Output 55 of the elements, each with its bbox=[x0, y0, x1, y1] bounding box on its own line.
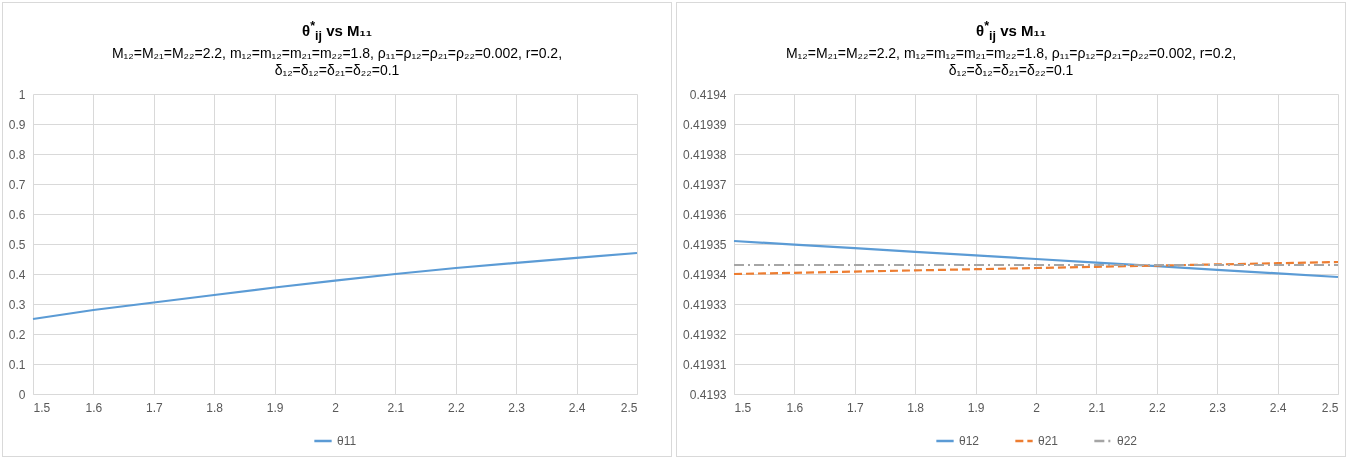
y-tick-label: 0.41935 bbox=[683, 237, 727, 252]
y-tick-label: 0.41937 bbox=[683, 177, 727, 192]
x-tick-label: 1.6 bbox=[85, 400, 103, 415]
y-tick-label: 0.41931 bbox=[683, 357, 727, 372]
legend-label: θ21 bbox=[1038, 434, 1059, 448]
y-tick-label: 0.41934 bbox=[683, 267, 727, 282]
x-tick-label: 2.2 bbox=[1148, 400, 1166, 415]
line-series bbox=[31, 251, 639, 321]
x-tick-label: 1.9 bbox=[266, 400, 284, 415]
x-tick-label: 2.5 bbox=[620, 400, 638, 415]
y-tick-label: 0.2 bbox=[8, 327, 26, 342]
y-tick-label: 0.3 bbox=[8, 297, 26, 312]
x-tick-label: 2.3 bbox=[508, 400, 526, 415]
line-series bbox=[732, 260, 1340, 276]
chart-title: θ$^{*}$$_{ij}$ vs M₁₁ bbox=[975, 19, 1047, 43]
y-tick-label: 0.6 bbox=[8, 207, 26, 222]
x-tick-label: 2.3 bbox=[1209, 400, 1227, 415]
x-tick-label: 2.1 bbox=[387, 400, 405, 415]
chart-title: θ$^{*}$$_{ij}$ vs M₁₁ bbox=[301, 19, 373, 43]
x-tick-label: 1.5 bbox=[33, 400, 51, 415]
x-tick-label: 2 bbox=[1033, 400, 1041, 415]
x-tick-label: 1.6 bbox=[786, 400, 804, 415]
y-tick-label: 0.41933 bbox=[683, 297, 727, 312]
y-tick-label: 0.41939 bbox=[683, 117, 727, 132]
x-tick-label: 2.1 bbox=[1088, 400, 1106, 415]
y-tick-label: 1 bbox=[18, 87, 26, 102]
legend-label: θ12 bbox=[959, 434, 980, 448]
x-tick-label: 2 bbox=[332, 400, 340, 415]
y-tick-label: 0.4 bbox=[8, 267, 26, 282]
chart-subtitle: M₁₂=M₂₁=M₂₂=2.2, m₁₂=m₁₂=m₂₁=m₂₂=1.8, ρ₁₁=ρ₁₂=ρ₂₁=ρ₂₂=0.002, r=0.2, δ₁₂=δ₁₂=δ₂₁=δ₂₂=0.1 bbox=[784, 45, 1238, 79]
y-tick-label: 0.4193 bbox=[689, 387, 727, 402]
legend-label: θ11 bbox=[337, 434, 357, 448]
x-tick-label: 1.7 bbox=[846, 400, 864, 415]
legend-label: θ22 bbox=[1117, 434, 1138, 448]
x-tick-label: 1.7 bbox=[145, 400, 163, 415]
y-tick-label: 0.5 bbox=[8, 237, 26, 252]
x-tick-label: 2.2 bbox=[447, 400, 465, 415]
x-tick-label: 2.4 bbox=[1269, 400, 1287, 415]
x-tick-label: 1.9 bbox=[967, 400, 985, 415]
y-tick-label: 0.9 bbox=[8, 117, 26, 132]
y-tick-label: 0 bbox=[18, 387, 26, 402]
x-tick-label: 2.4 bbox=[568, 400, 586, 415]
chart-subtitle: M₁₂=M₂₁=M₂₂=2.2, m₁₂=m₁₂=m₂₁=m₂₂=1.8, ρ₁₁=ρ₁₂=ρ₂₁=ρ₂₂=0.002, r=0.2, δ₁₂=δ₁₂=δ₂₁=δ₂₂=0.1 bbox=[110, 45, 564, 79]
y-tick-label: 0.1 bbox=[8, 357, 26, 372]
y-tick-label: 0.41932 bbox=[683, 327, 727, 342]
y-tick-label: 0.8 bbox=[8, 147, 26, 162]
x-tick-label: 2.5 bbox=[1321, 400, 1339, 415]
y-tick-label: 0.41938 bbox=[683, 147, 727, 162]
y-tick-label: 0.41936 bbox=[683, 207, 727, 222]
y-tick-label: 0.7 bbox=[8, 177, 26, 192]
y-tick-label: 0.4194 bbox=[689, 87, 727, 102]
line-series bbox=[732, 239, 1340, 279]
x-tick-label: 1.8 bbox=[907, 400, 925, 415]
x-tick-label: 1.5 bbox=[734, 400, 752, 415]
x-tick-label: 1.8 bbox=[206, 400, 224, 415]
